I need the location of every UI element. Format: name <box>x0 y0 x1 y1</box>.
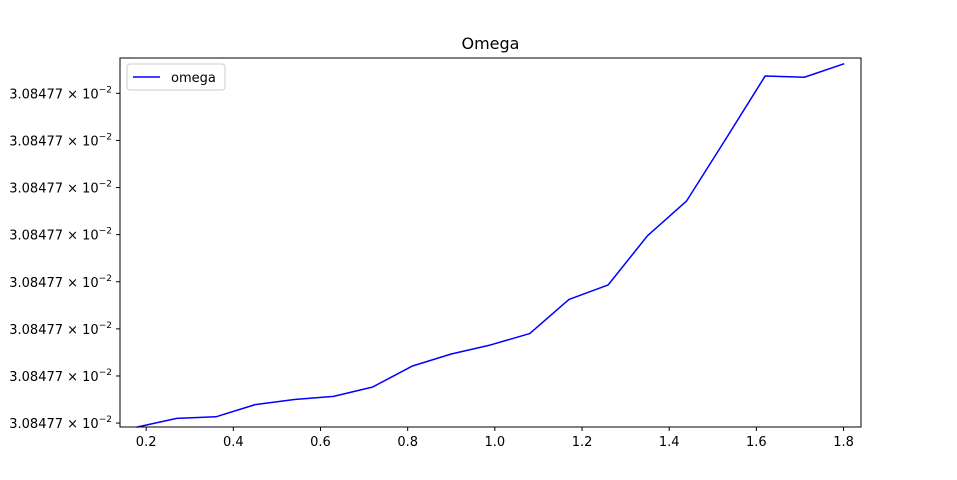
axes: 0.2 0.4 0.6 0.8 1.0 1.2 1.4 1.6 1.8 3.08477 × 10−… <box>9 57 862 450</box>
y-tick-label: 3.08477 × 10−2 <box>9 132 112 149</box>
y-tick-label: 3.08477 × 10−2 <box>9 321 112 338</box>
legend-label: omega <box>171 71 216 86</box>
chart-title: Omega <box>462 34 520 53</box>
x-tick-label: 0.2 <box>136 435 157 450</box>
legend: omega <box>126 63 226 91</box>
x-tick-label: 0.6 <box>310 435 331 450</box>
x-tick-label: 1.8 <box>833 435 854 450</box>
x-tick-label: 1.0 <box>485 435 506 450</box>
plot-area <box>136 62 845 428</box>
legend-box <box>126 63 226 91</box>
series-line-omega <box>136 62 845 428</box>
x-tick-label: 0.8 <box>397 435 418 450</box>
x-tick-label: 1.2 <box>572 435 593 450</box>
y-tick-label: 3.08477 × 10−2 <box>9 180 112 197</box>
x-tick-label: 0.4 <box>223 435 244 450</box>
y-tick-label: 3.08477 × 10−2 <box>9 368 112 385</box>
y-tick-label: 3.08477 × 10−2 <box>9 415 112 432</box>
y-tick-label: 3.08477 × 10−2 <box>9 227 112 244</box>
y-tick-label: 3.08477 × 10−2 <box>9 85 112 102</box>
y-tick-label: 3.08477 × 10−2 <box>9 274 112 291</box>
x-tick-label: 1.6 <box>746 435 767 450</box>
x-tick-label: 1.4 <box>659 435 680 450</box>
axes-frame <box>119 57 862 428</box>
